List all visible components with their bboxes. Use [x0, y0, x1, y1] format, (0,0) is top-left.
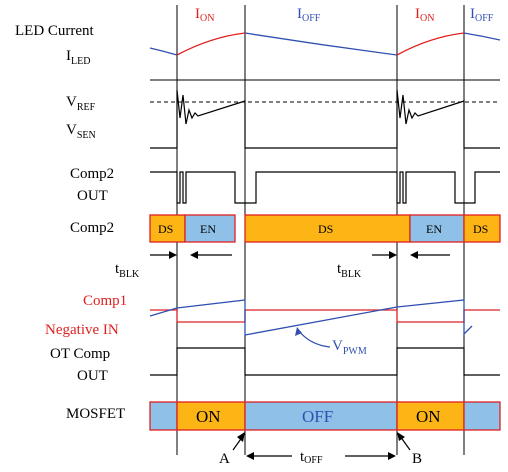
- t-blk-label-2: tBLK: [337, 261, 362, 280]
- phase-header-on-2: ION: [415, 6, 434, 24]
- comp2-state-bar: DS EN DS EN DS: [149, 214, 501, 243]
- mosfet-state-label-1: ON: [196, 407, 221, 426]
- label-led-current: LED Current: [15, 23, 95, 39]
- label-mosfet: MOSFET: [66, 406, 125, 422]
- v-pwm-annotation: VPWM: [295, 327, 367, 357]
- comp2-segment-ds-3: [463, 214, 501, 243]
- phase-header-off-1: IOFF: [297, 6, 321, 24]
- t-blk-annotation-2: tBLK: [337, 251, 450, 280]
- comp2-segment-ds-2: [244, 214, 411, 243]
- point-b-label: B: [412, 451, 422, 467]
- mosfet-state-label-2: OFF: [302, 407, 333, 426]
- t-blk-label-1: tBLK: [115, 261, 140, 280]
- label-comp2-out-line1: Comp2: [70, 166, 114, 182]
- label-comp2: Comp2: [70, 220, 114, 236]
- comp2-segment-en-1: [184, 214, 236, 243]
- mosfet-segment-off-1: [244, 401, 398, 431]
- point-a-label: A: [219, 451, 230, 467]
- label-v-ref: VREF: [66, 94, 96, 113]
- v-sen-trace: [150, 89, 500, 149]
- mosfet-segment-off-0: [149, 401, 178, 431]
- comp2-state-label-2: EN: [200, 222, 216, 236]
- led-current-trace: [149, 32, 501, 56]
- comp2-segment-en-2: [409, 214, 465, 243]
- label-ot-comp-line2: OUT: [77, 368, 108, 384]
- comp2-state-label-1: DS: [158, 222, 173, 236]
- v-pwm-trace: [149, 299, 473, 336]
- ot-comp-out-trace: [150, 347, 500, 376]
- phase-header-on-1: ION: [195, 6, 214, 24]
- t-off-label: tOFF: [300, 449, 323, 466]
- point-a-annotation: A: [219, 432, 245, 467]
- comp2-segment-ds-1: [149, 214, 186, 243]
- mosfet-segment-off-2: [463, 401, 501, 431]
- label-comp1: Comp1: [83, 293, 127, 309]
- comp2-state-label-3: DS: [318, 222, 333, 236]
- mosfet-state-bar: ON OFF ON: [149, 401, 501, 431]
- label-i-led: ILED: [66, 48, 90, 67]
- comp2-state-label-5: DS: [473, 222, 488, 236]
- label-comp2-out-line2: OUT: [77, 188, 108, 204]
- t-blk-annotation-1: tBLK: [115, 251, 232, 280]
- v-pwm-label: VPWM: [332, 338, 367, 357]
- label-negative-in: Negative IN: [45, 322, 119, 338]
- t-off-annotation: tOFF: [246, 449, 396, 466]
- label-ot-comp-line1: OT Comp: [50, 346, 110, 362]
- comp2-state-label-4: EN: [426, 222, 442, 236]
- mosfet-state-label-3: ON: [416, 407, 441, 426]
- mosfet-segment-on-1: [176, 401, 246, 431]
- phase-header-off-2: IOFF: [470, 6, 494, 24]
- comp2-out-trace: [150, 171, 500, 204]
- mosfet-segment-on-2: [396, 401, 465, 431]
- label-v-sen: VSEN: [66, 122, 96, 141]
- point-b-annotation: B: [397, 432, 422, 467]
